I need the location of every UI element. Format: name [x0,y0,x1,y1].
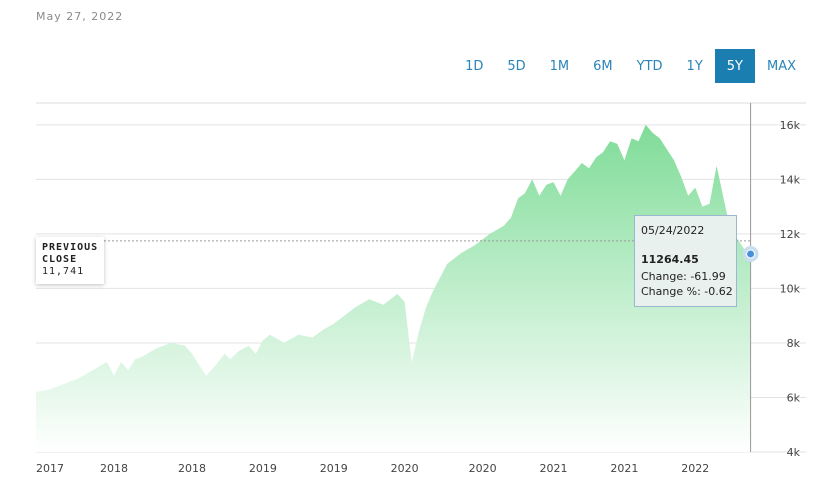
tooltip-date: 05/24/2022 [641,224,705,237]
y-tick-label: 12k [780,228,801,241]
range-button-5y[interactable]: 5Y [714,49,755,83]
range-selector: 1D 5D 1M 6M YTD 1Y 5Y MAX [453,49,808,83]
tooltip-change: Change: -61.99 [641,270,726,283]
chart-tooltip: 05/24/2022 11264.45 Change: -61.99 Chang… [634,215,737,307]
x-axis: 2017 2018 2018 2019 2019 2020 2020 2021 2021 2022 [36,462,709,475]
y-tick-label: 10k [780,282,801,295]
range-button-ytd[interactable]: YTD [636,58,663,74]
previous-close-title-2: CLOSE [42,254,78,265]
x-tick-label: 2021 [610,462,638,475]
price-area [36,124,751,453]
y-tick-label: 6k [787,391,801,404]
x-tick-label: 2018 [100,462,128,475]
x-tick-label: 2019 [320,462,348,475]
previous-close-value: 11,741 [42,266,85,277]
x-tick-label: 2021 [540,462,568,475]
range-button-5d[interactable]: 5D [507,58,526,74]
previous-close-title-1: PREVIOUS [42,242,99,253]
previous-close-label: PREVIOUS CLOSE 11,741 [36,237,105,284]
y-tick-label: 16k [780,119,801,132]
x-tick-label: 2018 [178,462,206,475]
date-label: May 27, 2022 [36,10,124,23]
hover-point[interactable] [746,249,756,259]
range-button-1m[interactable]: 1M [549,58,570,74]
x-tick-label: 2020 [391,462,419,475]
tooltip-change-pct: Change %: -0.62 [641,285,733,298]
y-tick-label: 4k [787,446,801,459]
x-tick-label: 2019 [249,462,277,475]
x-tick-label: 2022 [681,462,709,475]
range-button-1d[interactable]: 1D [465,58,484,74]
x-tick-label: 2020 [469,462,497,475]
range-button-6m[interactable]: 6M [593,58,613,74]
x-tick-label: 2017 [36,462,64,475]
tooltip-price: 11264.45 [641,253,699,266]
y-tick-label: 14k [780,173,801,186]
range-button-max[interactable]: MAX [766,58,796,74]
range-button-1y[interactable]: 1Y [686,58,703,74]
y-tick-label: 8k [787,337,801,350]
y-axis: 4k 6k 8k 10k 12k 14k 16k [780,119,801,459]
